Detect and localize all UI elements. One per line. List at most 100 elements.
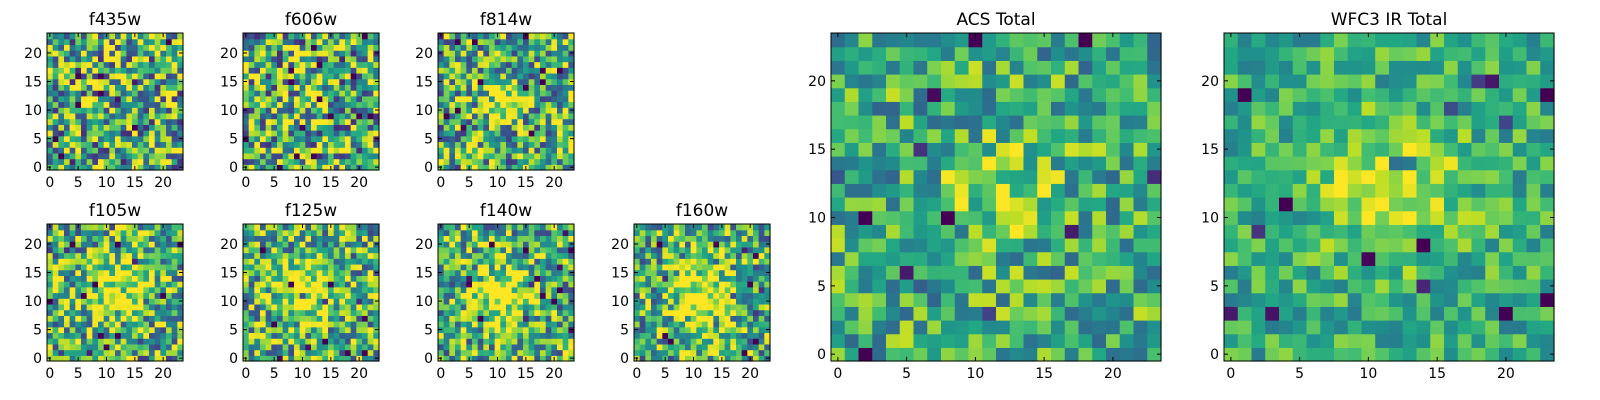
x-tick-label: 10 [685, 366, 703, 382]
heatmap-cell [494, 343, 501, 351]
heatmap-cell [149, 50, 156, 57]
heatmap-cell [345, 84, 352, 91]
heatmap-cell [166, 164, 173, 171]
heatmap-cell [98, 286, 105, 294]
heatmap-cell [58, 130, 65, 137]
heatmap-cell [171, 241, 178, 248]
axes-frame [437, 223, 575, 362]
heatmap-cell [282, 33, 289, 40]
heatmap-cell [299, 343, 306, 351]
heatmap-cell [243, 303, 250, 311]
heatmap-cell [115, 263, 122, 271]
heatmap-cell [132, 315, 139, 322]
heatmap-cell [968, 142, 983, 157]
heatmap-cell [449, 67, 456, 74]
heatmap-cell [741, 343, 748, 351]
heatmap-cell [373, 95, 380, 103]
heatmap-cell [75, 246, 82, 254]
heatmap-cell [702, 303, 709, 311]
heatmap-cell [350, 269, 357, 276]
heatmap-cell [47, 303, 54, 311]
heatmap-cell [1078, 142, 1093, 157]
heatmap-cell [92, 112, 99, 120]
heatmap-cell [438, 147, 445, 154]
heatmap-cell [645, 286, 652, 294]
heatmap-cell [1023, 238, 1038, 253]
heatmap-cell [362, 118, 369, 125]
heatmap-cell [656, 275, 663, 282]
heatmap-cell [345, 164, 352, 171]
heatmap-cell [1009, 101, 1025, 116]
heatmap-cell [52, 343, 59, 351]
heatmap-cell [333, 84, 340, 91]
heatmap-cell [69, 338, 76, 345]
heatmap-cell [356, 67, 363, 74]
heatmap-cell [460, 158, 467, 165]
heatmap-cell [690, 269, 697, 276]
heatmap-cell [1023, 210, 1038, 225]
heatmap-cell [373, 315, 380, 322]
heatmap-cell [248, 72, 255, 80]
heatmap-cell [322, 332, 329, 339]
heatmap-cell [551, 338, 558, 345]
heatmap-cell [75, 349, 82, 356]
heatmap-cell [120, 135, 127, 143]
heatmap-cell [523, 55, 530, 63]
heatmap-cell [1037, 33, 1052, 48]
heatmap-cell [75, 141, 82, 148]
heatmap-cell [523, 90, 530, 97]
heatmap-cell [696, 326, 703, 334]
heatmap-cell [523, 229, 530, 237]
heatmap-cell [927, 265, 942, 280]
heatmap-cell [645, 343, 652, 351]
heatmap-cell [730, 224, 737, 231]
heatmap-cell [1147, 320, 1162, 335]
heatmap-cell [730, 343, 737, 351]
heatmap-cell [75, 67, 82, 74]
heatmap-cell [886, 156, 901, 171]
heatmap-cell [511, 298, 518, 305]
heatmap-cell [356, 95, 363, 103]
heatmap-cell [254, 269, 261, 276]
heatmap-cell [109, 241, 116, 248]
heatmap-cell [345, 152, 352, 160]
heatmap-cell [339, 118, 346, 125]
heatmap-cell [109, 332, 116, 339]
heatmap-cell [350, 67, 357, 74]
heatmap-cell [477, 286, 484, 294]
heatmap-cell [568, 152, 575, 160]
heatmap-cell [455, 321, 462, 328]
heatmap-cell [730, 315, 737, 322]
heatmap-cell [913, 46, 928, 61]
heatmap-cell [466, 281, 473, 288]
heatmap-cell [350, 229, 357, 237]
x-tick-label: 5 [661, 366, 670, 382]
heatmap-cell [333, 164, 340, 171]
heatmap-cell [557, 269, 564, 276]
heatmap-cell [288, 252, 295, 259]
heatmap-cell [126, 281, 133, 288]
heatmap-cell [500, 107, 507, 114]
heatmap-cell [668, 263, 675, 271]
heatmap-cell [58, 286, 65, 294]
heatmap-cell [719, 343, 726, 351]
heatmap-cell [171, 252, 178, 259]
heatmap-cell [500, 349, 507, 356]
heatmap-cell [545, 321, 552, 328]
heatmap-cell [460, 326, 467, 334]
heatmap-cell [858, 46, 873, 61]
heatmap-cell [316, 338, 323, 345]
heatmap-cell [1133, 128, 1148, 143]
heatmap-cell [322, 246, 329, 254]
heatmap-cell [143, 95, 150, 103]
heatmap-cell [115, 124, 122, 131]
heatmap-cell [58, 55, 65, 63]
heatmap-cell [115, 67, 122, 74]
heatmap-cell [996, 74, 1011, 89]
heatmap-cell [177, 152, 184, 160]
heatmap-cell [455, 326, 462, 334]
heatmap-cell [472, 124, 479, 131]
heatmap-cell [696, 281, 703, 288]
heatmap-cell [466, 152, 473, 160]
heatmap-cell [305, 235, 312, 242]
